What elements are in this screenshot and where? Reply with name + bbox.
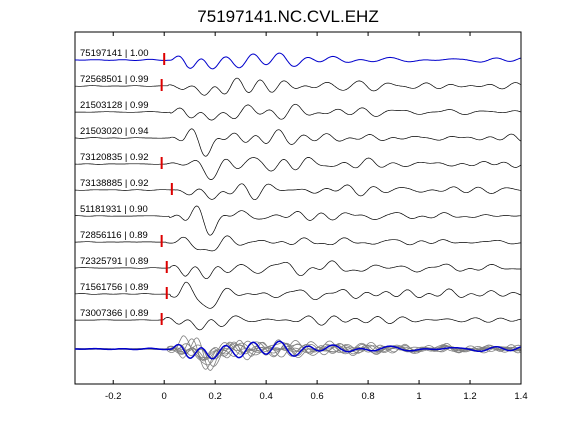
x-tick-label-7: 1.2 bbox=[463, 391, 476, 402]
trace-line-4 bbox=[75, 157, 521, 180]
x-tick-label-6: 1 bbox=[416, 391, 421, 402]
trace-line-3 bbox=[74, 128, 521, 157]
trace-line-0 bbox=[74, 52, 521, 70]
trace-line-1 bbox=[75, 77, 521, 96]
trace-labels: 75197141 | 1.00 72568501 | 0.99 21503128 |… bbox=[80, 48, 149, 319]
overlay-trace-0 bbox=[74, 340, 521, 360]
trace-line-7 bbox=[75, 235, 521, 252]
x-tick-label-8: 1.4 bbox=[514, 391, 527, 402]
stack-overlay bbox=[74, 335, 521, 371]
trace-label-0: 75197141 | 1.00 bbox=[80, 48, 149, 59]
x-tick-label-1: 0 bbox=[162, 391, 167, 402]
trace-label-1: 72568501 | 0.99 bbox=[80, 74, 149, 85]
trace-line-8 bbox=[74, 260, 521, 280]
overlay-trace-1 bbox=[74, 339, 521, 360]
x-tick-label-2: 0.2 bbox=[209, 391, 222, 402]
x-tick-label-3: 0.4 bbox=[260, 391, 273, 402]
trace-label-2: 21503128 | 0.99 bbox=[80, 100, 149, 111]
traces-layer bbox=[74, 52, 521, 331]
trace-line-9 bbox=[74, 281, 521, 309]
trace-label-5: 73138885 | 0.92 bbox=[80, 178, 149, 189]
trace-label-4: 73120835 | 0.92 bbox=[80, 152, 149, 163]
pick-markers bbox=[160, 53, 173, 325]
trace-line-6 bbox=[75, 205, 521, 236]
trace-label-3: 21503020 | 0.94 bbox=[80, 126, 149, 137]
trace-line-10 bbox=[75, 315, 521, 331]
plot-frame bbox=[74, 31, 522, 385]
trace-label-8: 72325791 | 0.89 bbox=[80, 256, 149, 267]
trace-label-10: 73007366 | 0.89 bbox=[80, 308, 149, 319]
trace-line-2 bbox=[75, 103, 521, 121]
trace-label-6: 51181931 | 0.90 bbox=[80, 204, 148, 215]
x-axis-ticks: -0.2 0 0.2 0.4 0.6 0.8 1 1.2 1.4 bbox=[105, 32, 528, 402]
x-tick-label-4: 0.6 bbox=[311, 391, 324, 402]
trace-label-7: 72856116 | 0.89 bbox=[80, 230, 148, 241]
x-tick-label-5: 0.8 bbox=[361, 391, 374, 402]
chart-title: 75197141.NC.CVL.EHZ bbox=[197, 7, 379, 26]
x-tick-label-0: -0.2 bbox=[105, 391, 121, 402]
trace-label-9: 71561756 | 0.89 bbox=[80, 282, 149, 293]
trace-line-5 bbox=[75, 183, 521, 201]
